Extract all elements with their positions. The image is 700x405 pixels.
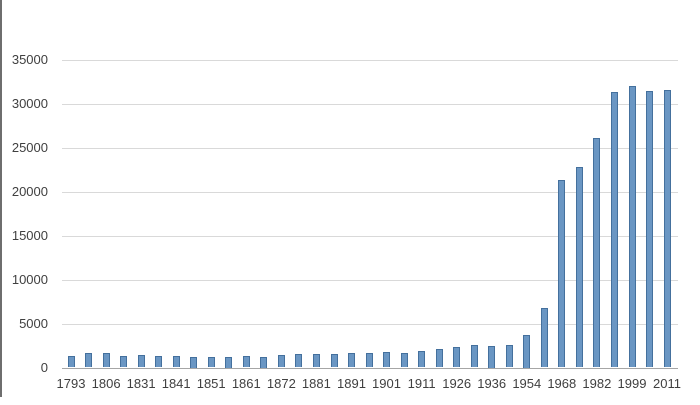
bar-1836 — [155, 355, 163, 368]
y-tick-label: 30000 — [11, 96, 48, 111]
bar-1851 — [207, 357, 215, 368]
bar-1946 — [505, 344, 513, 368]
gridline — [62, 280, 678, 281]
bar-1831 — [137, 355, 145, 368]
bar-1999 — [628, 86, 636, 368]
gridline — [62, 104, 678, 105]
x-tick-label: 1999 — [617, 376, 647, 391]
gridline — [62, 60, 678, 61]
bar-1886 — [330, 353, 338, 368]
bar-1896 — [365, 353, 373, 368]
bar-1982 — [593, 138, 601, 368]
bar-1806 — [102, 353, 110, 368]
x-tick-label: 2011 — [653, 376, 681, 391]
bar-1911 — [418, 351, 426, 368]
gridline — [62, 236, 678, 237]
bar-2011 — [663, 89, 671, 368]
bar-1962 — [540, 307, 548, 368]
y-tick-label: 25000 — [11, 140, 48, 155]
bar-1990 — [610, 91, 618, 368]
bar-1866 — [260, 356, 268, 368]
bar-1861 — [242, 355, 250, 368]
bar-1901 — [383, 351, 390, 368]
bar-1876 — [295, 354, 303, 368]
x-tick-label: 1831 — [126, 376, 156, 391]
y-tick-label: 0 — [40, 360, 48, 375]
gridline — [62, 148, 678, 149]
bar-1846 — [190, 356, 198, 368]
x-tick-label: 1891 — [337, 376, 366, 391]
screenshot-left-border — [0, 0, 2, 397]
bar-1968 — [558, 180, 566, 368]
bar-1800 — [85, 353, 92, 368]
x-tick-label: 1968 — [547, 376, 577, 391]
bar-1793 — [67, 356, 75, 368]
x-tick-label: 1851 — [196, 376, 226, 391]
bar-1921 — [435, 349, 443, 368]
x-tick-label: 1806 — [91, 376, 121, 391]
y-tick-label: 5000 — [19, 316, 48, 331]
x-tick-label: 1881 — [301, 376, 331, 391]
y-tick-label: 10000 — [11, 272, 48, 287]
gridline — [62, 192, 678, 193]
bar-1872 — [277, 354, 285, 368]
x-tick-label: 1861 — [231, 376, 261, 391]
bar-1821 — [120, 355, 128, 368]
bar-1954 — [523, 335, 531, 368]
bar-1881 — [312, 354, 320, 368]
x-axis-line — [62, 368, 678, 369]
bar-1931 — [470, 345, 478, 368]
gridline — [62, 324, 678, 325]
bar-1936 — [488, 345, 496, 368]
bar-2006 — [646, 91, 653, 368]
bar-1906 — [400, 352, 408, 368]
y-tick-label: 35000 — [11, 52, 48, 67]
x-tick-label: 1901 — [372, 376, 401, 391]
bar-1841 — [172, 355, 180, 368]
x-tick-label: 1793 — [56, 376, 86, 391]
x-tick-label: 1911 — [407, 376, 436, 391]
y-tick-label: 20000 — [11, 184, 48, 199]
x-tick-label: 1936 — [477, 376, 507, 391]
x-tick-label: 1841 — [161, 376, 191, 391]
x-tick-label: 1982 — [582, 376, 612, 391]
bar-1856 — [225, 356, 233, 368]
x-tick-label: 1872 — [266, 376, 296, 391]
bar-1891 — [348, 353, 355, 368]
y-tick-label: 15000 — [11, 228, 48, 243]
bar-1926 — [453, 346, 461, 368]
bar-1975 — [575, 167, 583, 368]
x-tick-label: 1926 — [442, 376, 472, 391]
x-tick-label: 1954 — [512, 376, 542, 391]
